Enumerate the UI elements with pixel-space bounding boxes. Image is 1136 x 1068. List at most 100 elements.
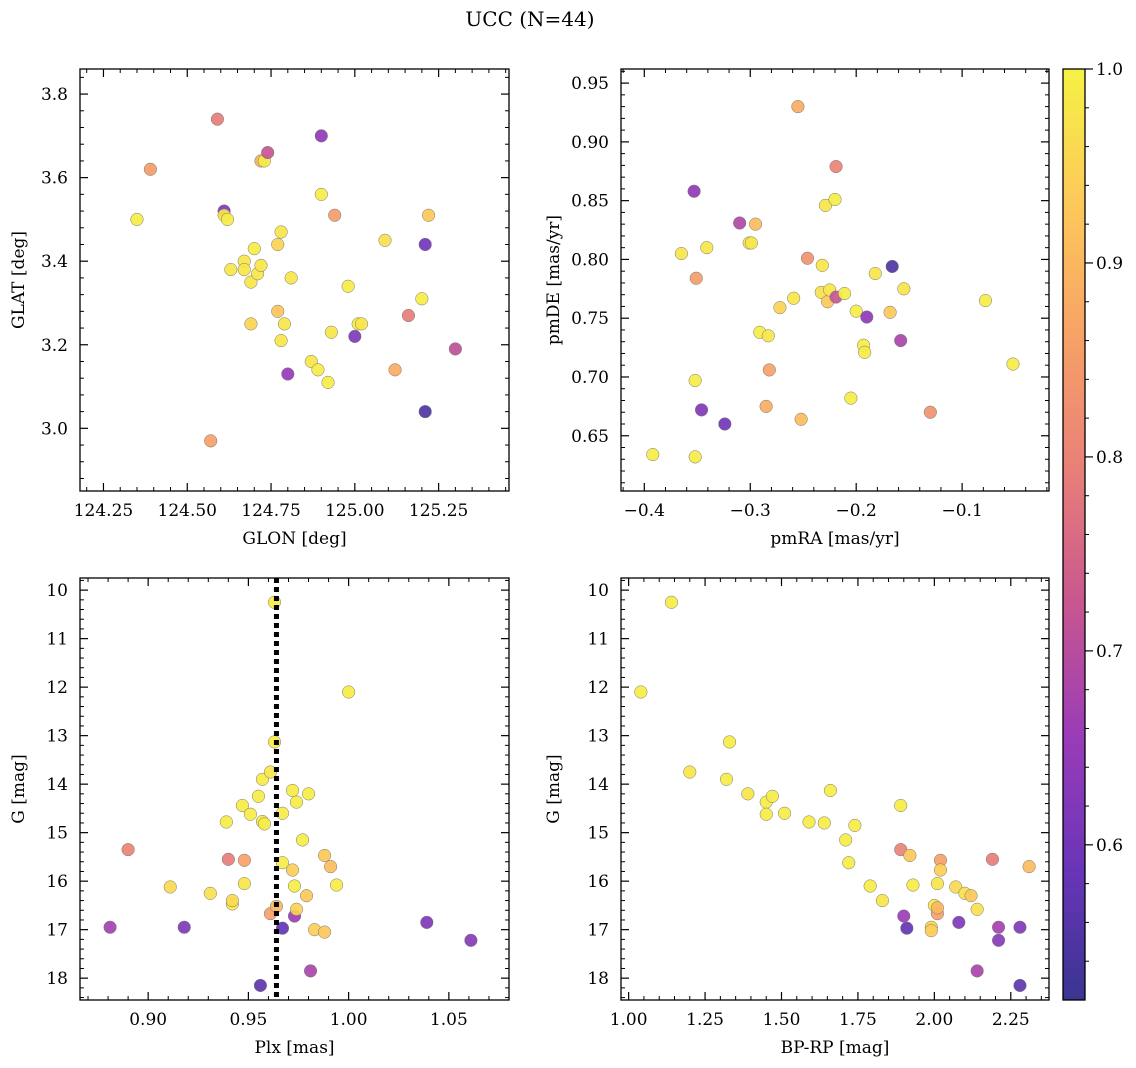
data-point (923, 405, 937, 419)
data-point (860, 310, 874, 324)
y-tick-label: 3.4 (41, 252, 68, 272)
data-point (103, 920, 117, 934)
data-point (243, 807, 257, 821)
data-point (221, 852, 235, 866)
data-point (802, 815, 816, 829)
data-point (759, 807, 773, 821)
axes-frame (620, 577, 1050, 1001)
data-point (634, 685, 648, 699)
y-tick-label: 11 (46, 630, 68, 650)
data-point (295, 833, 310, 847)
data-point (863, 879, 877, 893)
data-point (420, 915, 434, 929)
y-tick-label: 16 (46, 872, 68, 892)
data-point (828, 192, 842, 207)
data-point (271, 237, 285, 252)
x-tick-label: 1.50 (763, 1010, 801, 1030)
data-point (978, 294, 992, 308)
y-tick-label: 17 (587, 921, 609, 941)
data-point (341, 279, 355, 293)
panel-plx-g: 0.90 0.95 1.00 1.05 10 11 12 13 14 15 16 17 18 Plx [m… (9, 577, 510, 1058)
data-point (949, 880, 963, 894)
data-point (722, 735, 737, 749)
data-point (342, 685, 356, 699)
data-point (837, 286, 852, 301)
data-point (401, 308, 416, 323)
data-point (328, 208, 342, 222)
y-tick-label: 17 (46, 921, 68, 941)
data-point (897, 909, 911, 923)
data-point (897, 282, 911, 296)
data-point (177, 920, 191, 934)
data-point (765, 789, 779, 803)
x-tick-label: −0.1 (941, 501, 982, 521)
data-point (818, 198, 833, 212)
panel-bprp-g: 1.00 1.25 1.50 1.75 2.00 2.25 10 11 12 13 14 15 16 17… (544, 577, 1050, 1058)
x-tick-label: −0.4 (624, 501, 665, 521)
data-point (829, 160, 843, 174)
data-point (253, 978, 267, 992)
figure-title: UCC (N=44) (465, 7, 594, 31)
data-point (688, 373, 702, 388)
data-point (321, 375, 335, 389)
data-point (225, 894, 239, 908)
data-point (930, 877, 944, 891)
data-point (858, 345, 872, 359)
data-point (815, 258, 829, 272)
data-point (348, 329, 362, 343)
x-tick-label: 124.75 (241, 501, 300, 521)
x-axis-label: pmRA [mas/yr] (770, 529, 899, 549)
data-point (378, 233, 392, 247)
data-point (163, 880, 177, 894)
data-point (683, 765, 697, 779)
data-point (318, 925, 332, 939)
data-point (906, 878, 920, 892)
y-tick-label: 0.90 (571, 133, 609, 153)
y-tick-label: 0.80 (571, 250, 609, 270)
data-point (415, 292, 429, 306)
data-point (422, 208, 436, 222)
data-point (275, 921, 290, 935)
data-point (718, 417, 732, 431)
y-axis-label: G [mag] (9, 754, 29, 823)
data-point (244, 317, 258, 331)
data-point (849, 304, 863, 318)
data-point (970, 902, 984, 916)
data-point (263, 765, 277, 779)
data-point (388, 363, 402, 377)
data-point (219, 815, 233, 829)
y-tick-label: 18 (587, 969, 609, 989)
y-tick-label: 0.65 (571, 427, 609, 447)
data-point (237, 877, 251, 891)
y-tick-label: 14 (587, 775, 609, 795)
x-tick-label: 1.00 (330, 1010, 368, 1030)
x-tick-label: −0.2 (836, 501, 877, 521)
data-point (759, 399, 773, 413)
y-tick-label: 3.8 (41, 85, 68, 105)
y-tick-label: 3.0 (41, 419, 68, 439)
data-point (301, 787, 316, 801)
colorbar-tick-label: 0.7 (1096, 642, 1123, 662)
y-tick-label: 16 (587, 872, 609, 892)
y-tick-label: 14 (46, 775, 68, 795)
data-point (204, 434, 218, 448)
data-point (664, 595, 678, 609)
x-tick-label: 125.25 (409, 501, 468, 521)
x-tick-label: 124.50 (158, 501, 217, 521)
colorbar-tick-label: 1.0 (1096, 60, 1123, 80)
data-point (848, 818, 862, 832)
data-point (903, 848, 917, 863)
y-tick-label: 15 (587, 824, 609, 844)
y-tick-label: 11 (587, 630, 609, 650)
y-tick-label: 18 (46, 969, 68, 989)
data-point (875, 894, 889, 908)
y-tick-label: 0.70 (571, 368, 609, 388)
x-tick-label: 124.25 (74, 501, 133, 521)
data-point (700, 241, 714, 255)
data-point (143, 162, 157, 176)
axes-frame (79, 577, 510, 1001)
colorbar: 0.6 0.7 0.8 0.9 1.0 (1062, 60, 1123, 1001)
data-point (885, 259, 899, 274)
data-point (868, 266, 882, 281)
data-point (924, 924, 938, 938)
